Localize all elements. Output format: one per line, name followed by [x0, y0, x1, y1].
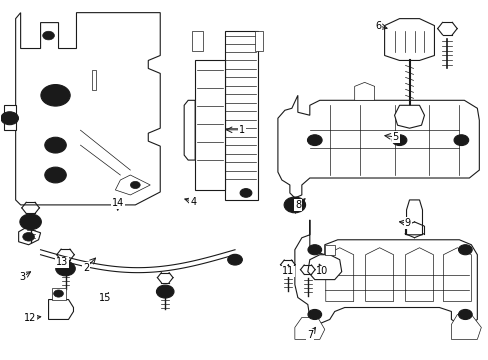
Text: 6: 6	[375, 21, 381, 31]
Polygon shape	[294, 220, 476, 328]
Text: 15: 15	[99, 293, 111, 303]
Circle shape	[45, 167, 66, 183]
Polygon shape	[307, 255, 341, 280]
Polygon shape	[16, 13, 160, 205]
Circle shape	[42, 31, 54, 40]
Polygon shape	[195, 60, 224, 190]
Circle shape	[56, 261, 75, 276]
Polygon shape	[254, 31, 263, 50]
Polygon shape	[325, 248, 353, 302]
Polygon shape	[450, 315, 480, 339]
Circle shape	[227, 254, 242, 265]
Circle shape	[311, 138, 318, 143]
Text: 7: 7	[306, 330, 313, 340]
Circle shape	[20, 214, 41, 230]
Text: 5: 5	[392, 132, 398, 142]
Text: 2: 2	[83, 263, 89, 273]
Circle shape	[458, 245, 471, 255]
Polygon shape	[19, 228, 41, 245]
Text: 11: 11	[282, 266, 294, 276]
Text: 9: 9	[404, 218, 410, 228]
Circle shape	[162, 289, 168, 294]
Circle shape	[61, 266, 69, 271]
Polygon shape	[406, 200, 422, 235]
Polygon shape	[405, 248, 432, 302]
Circle shape	[26, 218, 36, 225]
Polygon shape	[51, 288, 65, 300]
Circle shape	[1, 112, 19, 125]
Polygon shape	[184, 100, 195, 160]
Circle shape	[395, 138, 402, 143]
Polygon shape	[115, 175, 150, 195]
Circle shape	[284, 197, 305, 213]
Circle shape	[307, 310, 321, 319]
Circle shape	[240, 189, 251, 197]
Circle shape	[6, 115, 14, 121]
Polygon shape	[354, 82, 374, 100]
Circle shape	[156, 285, 174, 298]
Text: 12: 12	[24, 313, 36, 323]
Circle shape	[289, 201, 299, 208]
Circle shape	[54, 290, 63, 297]
Text: 13: 13	[56, 257, 68, 267]
Polygon shape	[365, 248, 393, 302]
Polygon shape	[384, 19, 433, 60]
Circle shape	[457, 138, 464, 143]
Circle shape	[453, 135, 468, 145]
Text: 4: 4	[190, 197, 196, 207]
Polygon shape	[192, 31, 203, 50]
Circle shape	[307, 245, 321, 255]
Polygon shape	[277, 95, 478, 198]
Circle shape	[45, 137, 66, 153]
Text: 10: 10	[316, 266, 328, 276]
Circle shape	[243, 191, 248, 195]
Circle shape	[41, 85, 70, 106]
Text: 8: 8	[294, 200, 301, 210]
Circle shape	[307, 135, 322, 145]
Text: 3: 3	[20, 272, 26, 282]
Polygon shape	[48, 300, 73, 319]
Circle shape	[458, 310, 471, 319]
Circle shape	[231, 257, 238, 262]
Polygon shape	[92, 71, 96, 90]
Circle shape	[391, 135, 406, 145]
Polygon shape	[394, 105, 424, 128]
Circle shape	[130, 181, 140, 189]
Text: 1: 1	[239, 125, 244, 135]
Polygon shape	[4, 105, 16, 130]
Polygon shape	[324, 245, 334, 255]
Circle shape	[23, 233, 34, 241]
Polygon shape	[443, 248, 470, 302]
Text: 14: 14	[111, 198, 123, 208]
Polygon shape	[224, 31, 258, 200]
Polygon shape	[294, 318, 324, 339]
